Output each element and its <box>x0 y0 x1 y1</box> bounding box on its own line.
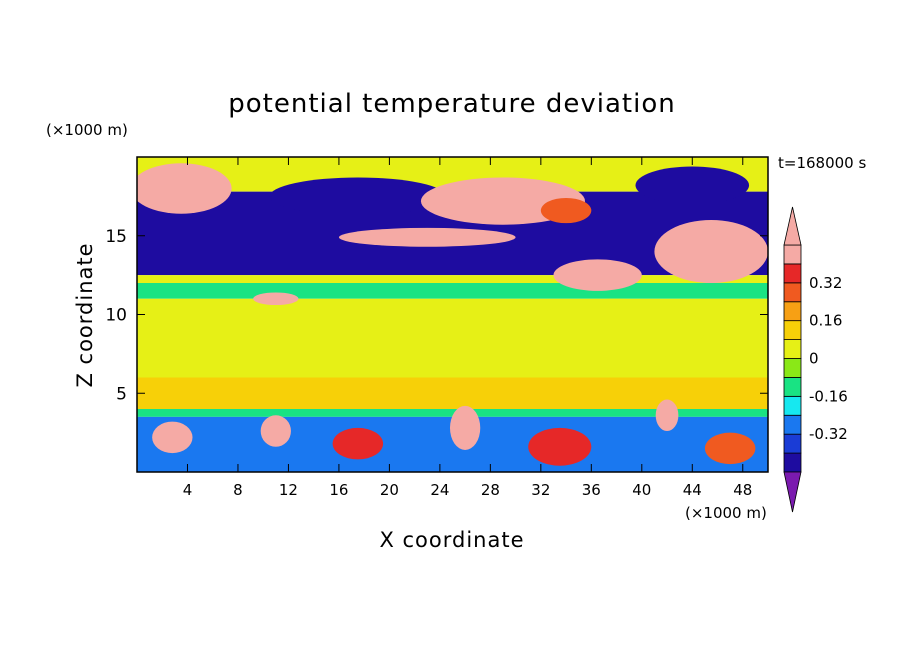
field-feature-5 <box>654 220 768 283</box>
field-band-4 <box>137 283 768 299</box>
field-feature-0 <box>137 163 232 214</box>
colorbar-bin <box>783 282 802 303</box>
colorbar-bin <box>783 263 802 284</box>
x-tick-label: 16 <box>329 481 348 499</box>
colorbar-extend-top <box>783 206 802 246</box>
colorbar: 0.32 0.16 0 -0.16 -0.32 <box>783 206 848 513</box>
x-tick-label: 12 <box>279 481 298 499</box>
colorbar-tick-label: 0.32 <box>809 274 842 292</box>
x-axis-ticks: 4 8 12 16 20 24 28 32 36 40 44 48 <box>183 157 752 499</box>
y-tick-label: 10 <box>105 306 127 326</box>
colorbar-tick-label: -0.16 <box>809 387 848 405</box>
field-feature-16 <box>704 432 756 465</box>
x-tick-label: 36 <box>582 481 601 499</box>
colorbar-bin <box>783 452 802 473</box>
colorbar-tick-label: 0.16 <box>809 312 842 330</box>
field-feature-15 <box>655 399 679 432</box>
y-tick-label: 15 <box>105 227 127 247</box>
x-tick-label: 32 <box>531 481 550 499</box>
x-tick-label: 48 <box>733 481 752 499</box>
x-tick-label: 4 <box>183 481 193 499</box>
y-axis-label: Z coordinate <box>73 242 97 387</box>
field-feature-7 <box>253 292 299 306</box>
y-unit-label: (×1000 m) <box>46 121 128 139</box>
colorbar-bin <box>783 320 802 340</box>
colorbar-bin <box>783 358 802 378</box>
field-feature-1 <box>269 177 447 216</box>
x-tick-label: 44 <box>683 481 702 499</box>
contour-field <box>137 157 768 472</box>
colorbar-tick-label: -0.32 <box>809 425 848 443</box>
field-feature-11 <box>260 415 291 447</box>
field-feature-12 <box>332 427 384 460</box>
field-feature-8 <box>338 227 516 247</box>
colorbar-bin <box>783 339 802 359</box>
x-tick-label: 40 <box>632 481 651 499</box>
colorbar-bin <box>783 377 802 397</box>
field-feature-13 <box>449 405 481 450</box>
field-band-7 <box>137 409 768 417</box>
y-axis-ticks: 5 10 15 <box>105 227 768 404</box>
x-tick-label: 20 <box>380 481 399 499</box>
colorbar-bin <box>783 414 802 435</box>
colorbar-bin <box>783 433 802 454</box>
field-feature-6 <box>553 259 642 291</box>
colorbar-extend-bottom <box>783 471 802 513</box>
chart-title: potential temperature deviation <box>228 89 675 119</box>
x-tick-label: 8 <box>233 481 243 499</box>
x-axis-label: X coordinate <box>379 528 524 552</box>
field-band-3 <box>137 275 768 283</box>
field-feature-9 <box>528 298 705 362</box>
x-tick-label: 24 <box>430 481 449 499</box>
y-tick-label: 5 <box>116 384 127 404</box>
field-feature-10 <box>152 421 193 454</box>
colorbar-bin <box>783 301 802 322</box>
field-feature-14 <box>528 427 592 466</box>
time-label: t=168000 s <box>778 154 866 172</box>
field-feature-4 <box>635 166 750 205</box>
x-tick-label: 28 <box>481 481 500 499</box>
field-feature-3 <box>540 197 592 224</box>
colorbar-bin <box>783 244 802 265</box>
x-unit-label: (×1000 m) <box>685 504 767 522</box>
colorbar-bin <box>783 395 802 416</box>
colorbar-tick-label: 0 <box>809 350 819 368</box>
